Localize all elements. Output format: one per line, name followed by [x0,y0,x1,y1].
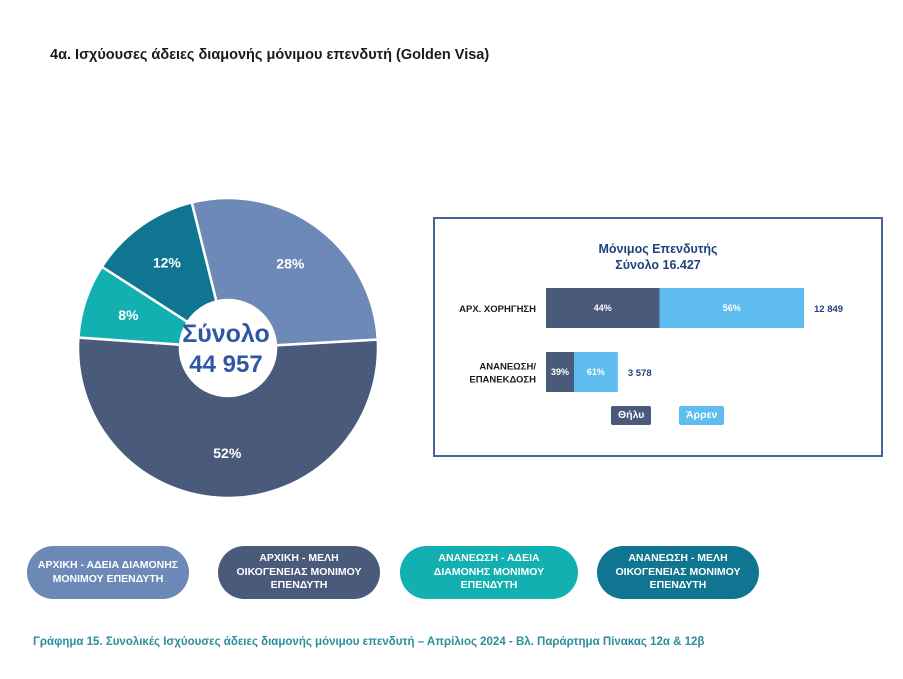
donut-slice-label-3: 12% [153,255,182,271]
donut-slice-label-1: 52% [213,445,242,461]
bar-chart-panel: Μόνιμος Επενδυτής Σύνολο 16.427 ΑΡΧ. ΧΟΡ… [433,217,883,457]
legend-initial-investor: ΑΡΧΙΚΗ - ΑΔΕΙΑ ΔΙΑΜΟΝΗΣ ΜΟΝΙΜΟΥ ΕΠΕΝΔΥΤΗ [27,546,189,599]
bar-segment-label-1-1: 61% [587,367,605,377]
legend-female: Θήλυ [611,406,652,425]
bar-total-label-1: 3 578 [628,368,652,379]
bar-segment-1-0 [546,352,575,392]
bar-chart-title-line2: Σύνολο 16.427 [615,258,701,272]
donut-slice-3 [100,200,218,324]
donut-total-label: Σύνολο [182,320,270,348]
donut-chart: 28% 52% 8% 12% Σύνολο 44 957 [76,196,380,500]
donut-slice-0 [190,196,380,347]
figure-caption: Γράφημα 15. Συνολικές Ισχύουσες άδειες δ… [33,636,705,648]
bar-segment-0-0 [546,288,660,328]
donut-total-value: 44 957 [189,351,262,378]
legend-renewal-family: ΑΝΑΝΕΩΣΗ - ΜΕΛΗ ΟΙΚΟΓΕΝΕΙΑΣ ΜΟΝΙΜΟΥ ΕΠΕΝ… [597,546,759,599]
bar-chart: ΑΡΧ. ΧΟΡΗΓΗΣΗ 44% 56% 12 849 ΑΝΑΝΕΩΣΗ/ΕΠΑΝΕΚ… [459,288,843,392]
bar-category-label-1-0: ΑΝΑΝΕΩΣΗ/ [479,362,536,373]
bar-segment-label-0-1: 56% [723,303,741,313]
bar-category-label-1-1: ΕΠΑΝΕΚΔΟΣΗ [469,375,536,386]
bar-segment-0-1 [659,288,804,328]
page-title: 4α. Ισχύουσες άδειες διαμονής μόνιμου επ… [50,47,490,63]
donut-center [181,301,275,395]
bar-total-label-0: 12 849 [814,304,843,315]
donut-slice-label-2: 8% [118,307,139,323]
bar-segment-1-1 [574,352,618,392]
legend-male: Άρρεν [679,406,725,425]
donut-slice-label-0: 28% [276,255,305,271]
bar-chart-title-line1: Μόνιμος Επενδυτής [598,242,718,256]
bar-segment-label-0-0: 44% [594,303,612,313]
legend-initial-family: ΑΡΧΙΚΗ - ΜΕΛΗ ΟΙΚΟΓΕΝΕΙΑΣ ΜΟΝΙΜΟΥ ΕΠΕΝΔΥ… [218,546,380,599]
bar-chart-title: Μόνιμος Επενδυτής Σύνολο 16.427 [435,241,881,273]
bar-category-label-0-0: ΑΡΧ. ΧΟΡΗΓΗΣΗ [459,304,536,315]
donut-slice-1 [76,336,380,500]
bar-segment-label-1-0: 39% [551,367,569,377]
legend-renewal-investor: ΑΝΑΝΕΩΣΗ - ΑΔΕΙΑ ΔΙΑΜΟΝΗΣ ΜΟΝΙΜΟΥ ΕΠΕΝΔΥ… [400,546,578,599]
